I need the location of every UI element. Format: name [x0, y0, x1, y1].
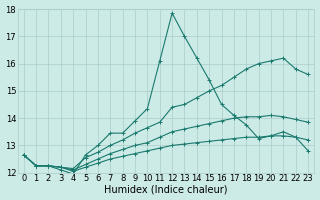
- X-axis label: Humidex (Indice chaleur): Humidex (Indice chaleur): [104, 184, 228, 194]
